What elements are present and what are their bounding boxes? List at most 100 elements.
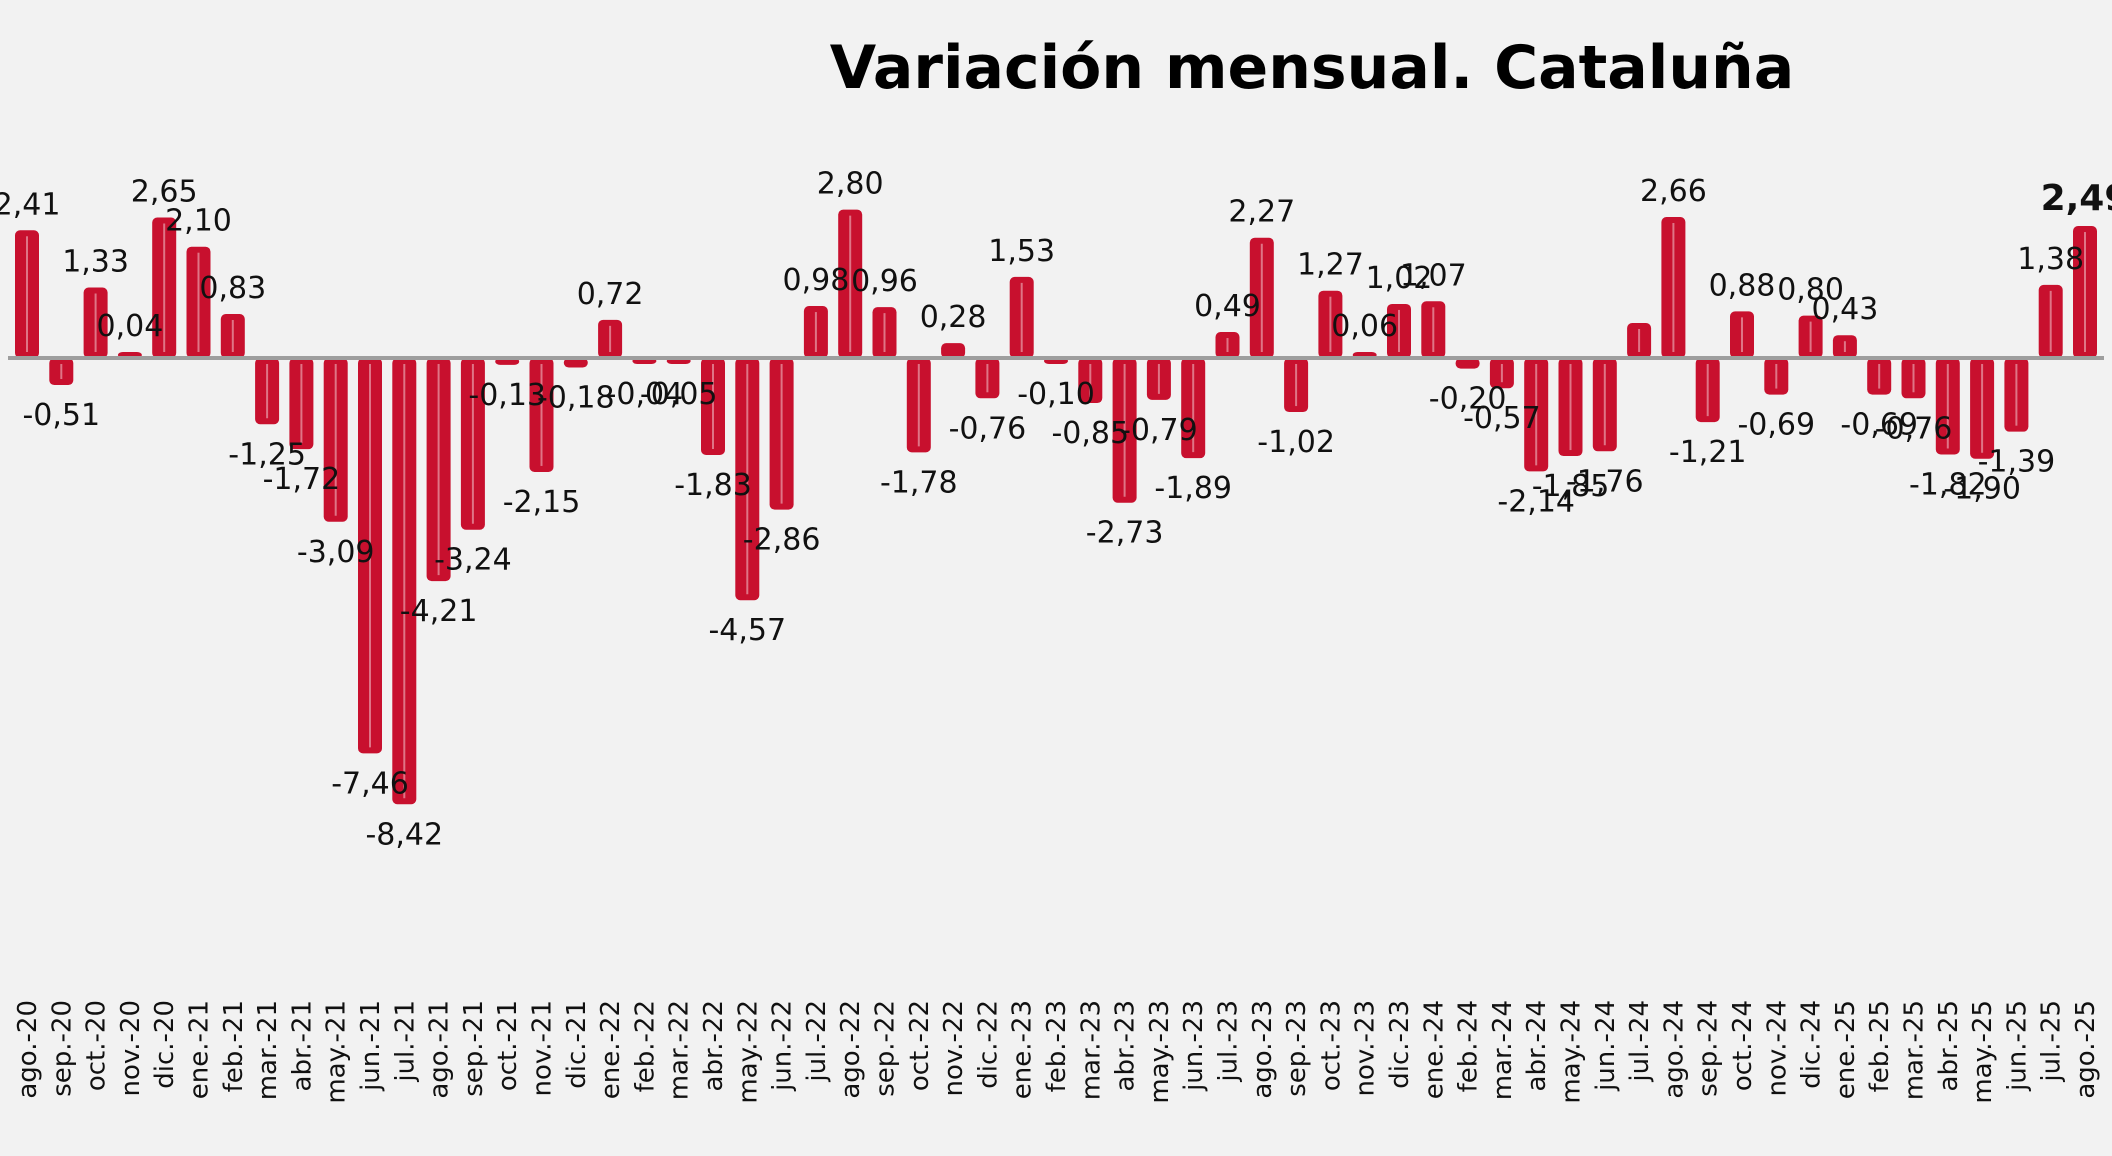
data-label: -1,39	[1978, 445, 2056, 480]
data-label: 2,27	[1228, 195, 1295, 230]
data-label: 0,43	[1812, 292, 1879, 327]
data-label: -1,78	[880, 465, 958, 500]
x-tick-label: mar.-22	[665, 1000, 695, 1100]
data-label: -0,05	[640, 377, 718, 412]
data-label: 0,04	[97, 309, 164, 344]
x-tick-label: jun.-23	[1179, 1000, 1209, 1092]
data-label: -1,90	[1943, 472, 2021, 507]
data-label: -0,18	[537, 381, 615, 416]
data-label: 2,66	[1640, 174, 1707, 209]
bar	[529, 358, 554, 472]
bar	[186, 246, 211, 358]
bar	[1387, 303, 1411, 358]
data-label: 1,07	[1400, 258, 1467, 293]
x-tick-label: dic.-23	[1385, 1000, 1415, 1089]
data-label: -1,72	[263, 462, 341, 497]
bar	[1215, 332, 1240, 358]
data-label: -1,83	[674, 468, 752, 503]
x-tick-label: abr.-21	[287, 1000, 317, 1091]
bar	[289, 358, 314, 450]
bar	[2038, 284, 2063, 358]
x-tick-label: nov.-24	[1762, 1000, 1792, 1096]
x-tick-label: ene.-21	[185, 1000, 215, 1099]
bar	[392, 358, 417, 805]
x-tick-label: feb.-23	[1042, 1000, 1072, 1092]
x-tick-label: oct.-23	[1316, 1000, 1346, 1091]
x-tick-label: feb.-21	[219, 1000, 249, 1092]
bar	[1078, 358, 1103, 404]
data-label: 0,98	[783, 263, 850, 298]
x-tick-label: feb.-25	[1865, 1000, 1895, 1092]
data-label: -1,85	[1532, 469, 1610, 504]
bar	[1112, 358, 1137, 503]
bar	[426, 358, 451, 582]
bar	[1146, 358, 1171, 400]
bar	[1284, 358, 1309, 413]
bar	[323, 358, 348, 522]
bar	[1558, 358, 1583, 457]
data-label: 0,83	[199, 271, 266, 306]
data-label: -1,02	[1257, 425, 1335, 460]
x-tick-label: jul.-22	[802, 1000, 832, 1083]
bar	[941, 343, 966, 358]
bar	[1764, 358, 1789, 395]
data-label: -8,42	[365, 817, 443, 852]
data-label: 1,27	[1297, 248, 1364, 283]
x-tick-label: abr.-24	[1522, 1000, 1552, 1091]
bar	[1730, 311, 1754, 358]
data-label: -1,82	[1909, 467, 1987, 502]
bar	[1318, 290, 1343, 358]
data-label: 2,49	[2041, 178, 2112, 219]
bar-body	[563, 358, 588, 368]
x-axis-tick-labels: ago.-20 sep.-20 oct.-20 nov.-20 dic.-20 ene.-…	[13, 1000, 2101, 1104]
chart-title: Variación mensual. Cataluña	[830, 33, 1795, 103]
bar	[872, 307, 897, 358]
x-tick-label: nov.-23	[1351, 1000, 1381, 1096]
x-tick-label: jul.-25	[2037, 1000, 2067, 1083]
bar	[1592, 358, 1617, 452]
bar	[803, 306, 828, 358]
data-label: -0,76	[1875, 411, 1953, 446]
bar	[1695, 358, 1720, 423]
data-label: -0,51	[22, 398, 100, 433]
data-label: 0,28	[920, 300, 987, 335]
data-label: -0,76	[949, 411, 1027, 446]
bar	[906, 358, 931, 453]
x-tick-label: jul.-23	[1214, 1000, 1244, 1083]
data-label: 2,41	[0, 187, 60, 222]
x-tick-label: dic.-22	[973, 1000, 1003, 1089]
x-tick-label: oct.-20	[82, 1000, 112, 1091]
data-label: 1,02	[1366, 261, 1433, 296]
x-tick-label: sep.-20	[47, 1000, 77, 1097]
x-tick-label: oct.-24	[1728, 1000, 1758, 1091]
bar	[460, 358, 485, 530]
data-label: -1,25	[228, 437, 306, 472]
x-tick-label: ene.-24	[1419, 1000, 1449, 1099]
data-label: -0,79	[1120, 413, 1198, 448]
bar	[1181, 358, 1206, 459]
data-label: 0,80	[1777, 273, 1844, 308]
data-label: -0,20	[1429, 382, 1507, 417]
data-label: -2,86	[743, 523, 821, 558]
bar	[220, 314, 245, 358]
bar	[83, 287, 108, 358]
x-tick-label: may.-25	[1968, 1000, 1998, 1104]
data-label: -0,69	[1737, 408, 1815, 443]
data-label: 2,80	[817, 167, 884, 202]
data-label: 1,53	[988, 234, 1055, 269]
x-tick-label: ago.-22	[836, 1000, 866, 1099]
x-tick-label: ene.-23	[1008, 1000, 1038, 1099]
x-tick-label: abr.-25	[1934, 1000, 1964, 1091]
x-tick-label: ago.-25	[2071, 1000, 2101, 1099]
x-tick-label: nov.-22	[939, 1000, 969, 1096]
data-label: 0,96	[851, 264, 918, 299]
bar	[769, 358, 794, 510]
data-label: -3,09	[297, 535, 375, 570]
x-tick-label: nov.-21	[528, 1000, 558, 1096]
bar	[598, 319, 623, 358]
bar	[975, 358, 1000, 399]
bar	[838, 209, 863, 358]
bar	[1524, 358, 1549, 472]
x-tick-label: feb.-24	[1454, 1000, 1484, 1092]
data-label: 1,38	[2017, 242, 2084, 277]
